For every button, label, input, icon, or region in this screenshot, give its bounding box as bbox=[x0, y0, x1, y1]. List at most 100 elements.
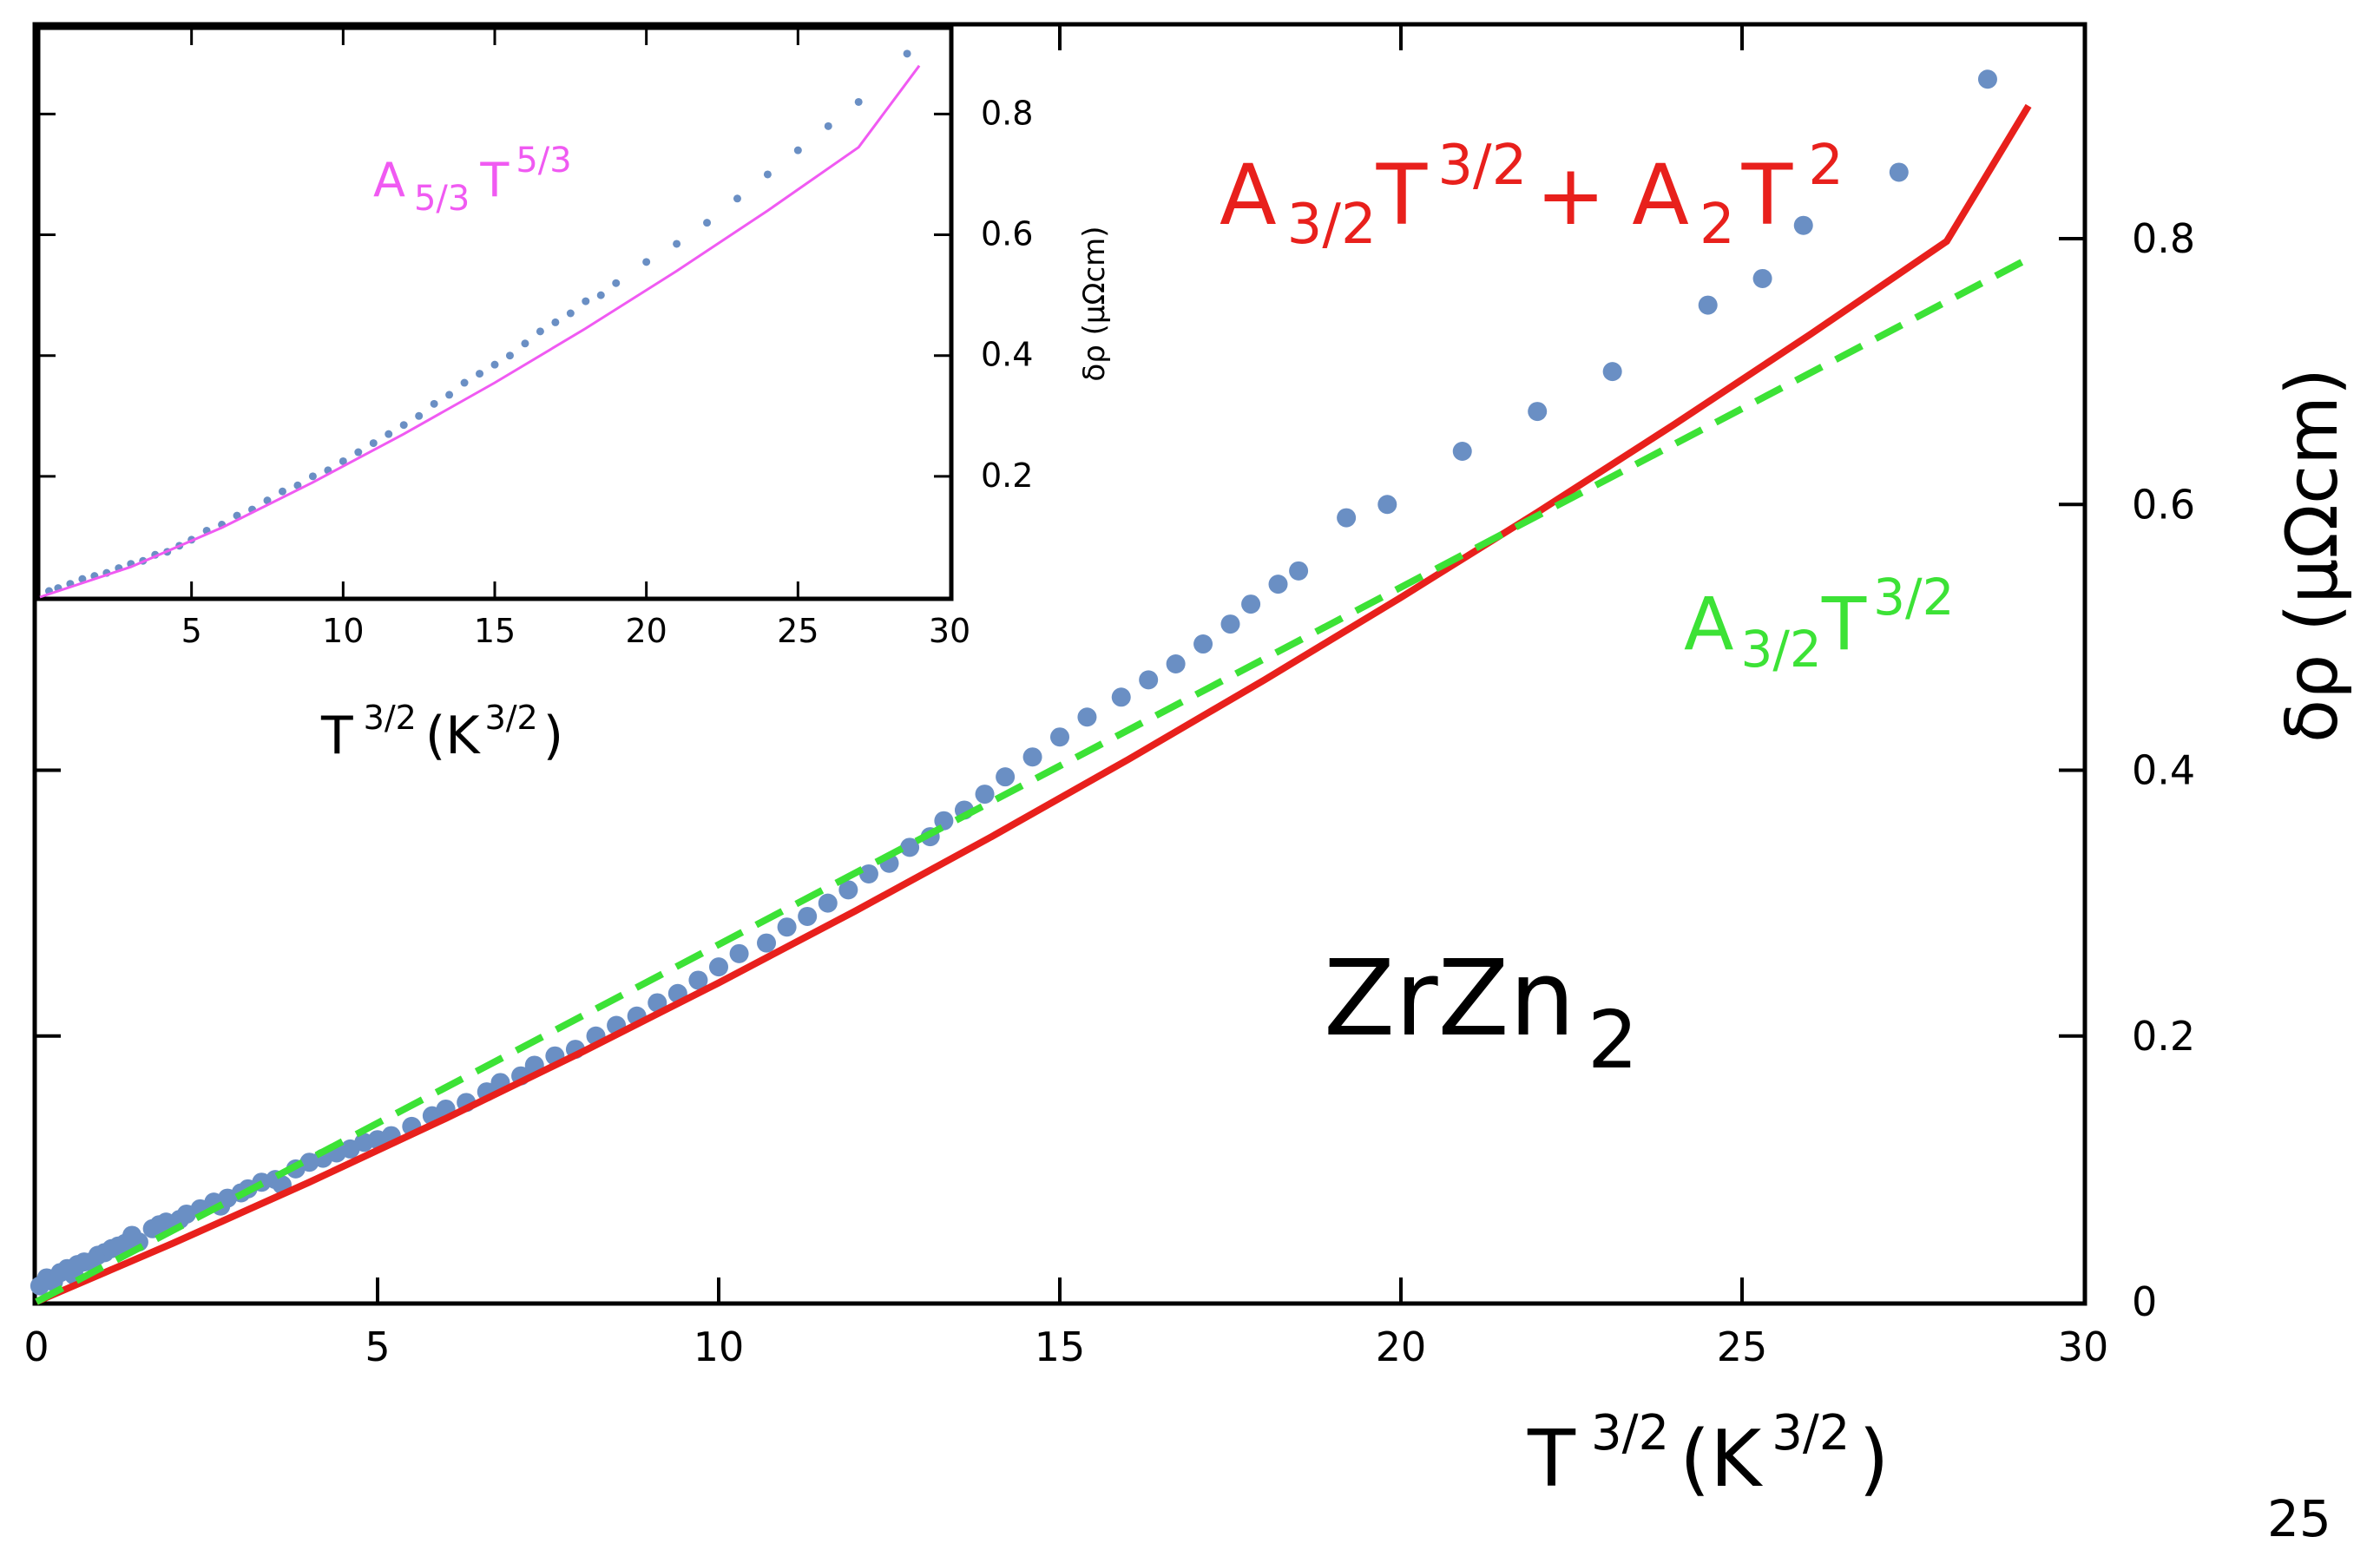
main-x-axis-label-base: T bbox=[1527, 1414, 1576, 1505]
y-tick-label: 0 bbox=[2132, 1278, 2157, 1325]
data-point bbox=[566, 309, 575, 318]
inset-x-axis-label-close: ) bbox=[543, 706, 563, 766]
data-point bbox=[1289, 561, 1309, 581]
data-point bbox=[1050, 727, 1069, 747]
data-point bbox=[1193, 634, 1213, 654]
legend-inset-fit-part-4: 5/3 bbox=[516, 141, 571, 181]
data-point bbox=[278, 487, 286, 496]
x-tick-label: 15 bbox=[1035, 1323, 1086, 1370]
inset-plot-frame bbox=[36, 25, 954, 601]
data-point bbox=[460, 378, 469, 387]
x-tick-label: 10 bbox=[322, 612, 364, 650]
data-point bbox=[1698, 295, 1718, 315]
legend-inset-fit-part-3: T bbox=[479, 153, 510, 207]
data-point bbox=[798, 906, 818, 926]
data-point bbox=[1337, 508, 1357, 528]
x-tick-label: 15 bbox=[474, 612, 516, 650]
data-point bbox=[490, 360, 499, 369]
legend-fit-full-part-7: T bbox=[1741, 147, 1793, 244]
data-point bbox=[293, 481, 302, 489]
y-tick-label: 0.8 bbox=[981, 94, 1033, 132]
main-x-axis-label-sup: 3/2 bbox=[1591, 1405, 1669, 1461]
y-tick-label: 0.8 bbox=[2132, 215, 2195, 262]
data-point bbox=[688, 970, 708, 990]
legend-fit-linear-part-2: 3/2 bbox=[1740, 620, 1821, 679]
data-point bbox=[854, 97, 863, 106]
data-point bbox=[128, 1232, 148, 1252]
legend-fit-full-part-1: A bbox=[1220, 147, 1277, 244]
main-x-axis-label-unit-sup: 3/2 bbox=[1772, 1405, 1850, 1461]
data-point bbox=[430, 399, 438, 408]
legend-fit-linear: A 3/2T 3/2 bbox=[1684, 568, 1954, 679]
data-point bbox=[1752, 268, 1772, 288]
inset-x-axis-label-unit: (K bbox=[425, 706, 481, 766]
data-point bbox=[1377, 495, 1397, 515]
x-tick-label: 25 bbox=[1717, 1323, 1768, 1370]
data-point bbox=[777, 917, 797, 937]
data-point bbox=[308, 472, 317, 481]
data-point bbox=[703, 219, 712, 227]
inset-x-axis-label-base: T bbox=[320, 706, 353, 766]
legend-fit-linear-part-1: A bbox=[1684, 581, 1733, 667]
data-point bbox=[78, 575, 87, 583]
data-point bbox=[1452, 442, 1472, 461]
data-point bbox=[824, 122, 832, 130]
data-point bbox=[582, 297, 590, 305]
data-point bbox=[757, 933, 777, 953]
y-tick-label: 0.6 bbox=[981, 215, 1033, 253]
x-tick-label: 30 bbox=[2058, 1323, 2109, 1370]
data-point bbox=[1139, 670, 1159, 690]
sample-label-base: ZrZn bbox=[1324, 939, 1575, 1060]
legend-fit-full-part-4: 3/2 bbox=[1437, 134, 1527, 198]
inset-x-axis-label: T 3/2 (K 3/2) bbox=[320, 699, 563, 766]
legend-fit-full-part-5: + A bbox=[1535, 147, 1689, 244]
main-y-ticks: 0 0.2 0.4 0.6 0.8 bbox=[36, 215, 2195, 1325]
main-plot: 0 5 10 15 20 25 30 00.20.40.60.8 ZrZn 2 A 3/2T 3/… bbox=[23, 22, 2354, 1505]
legend-inset-fit: A 5/3 T 5/3 bbox=[373, 141, 572, 219]
inset-series bbox=[39, 49, 921, 599]
data-point bbox=[900, 837, 920, 857]
y-tick-label: 0.6 bbox=[2132, 481, 2195, 528]
legend-fit-full-part-8: 2 bbox=[1808, 134, 1844, 198]
data-point bbox=[1268, 575, 1288, 594]
data-point bbox=[838, 880, 858, 900]
data-point bbox=[1793, 215, 1813, 235]
y-tick-label: 0.2 bbox=[981, 456, 1033, 495]
data-point bbox=[729, 943, 749, 963]
data-point bbox=[445, 391, 454, 399]
data-point bbox=[818, 893, 838, 913]
sample-label-sub: 2 bbox=[1588, 994, 1639, 1087]
x-tick-label: 20 bbox=[1376, 1323, 1427, 1370]
fit-line-dashed bbox=[35, 255, 2030, 1305]
y-tick-label: 0.2 bbox=[2132, 1013, 2195, 1060]
y-tick-label: 0.4 bbox=[981, 336, 1033, 374]
sample-label: ZrZn 2 bbox=[1324, 939, 1638, 1087]
y-tick-label: 0.4 bbox=[2132, 747, 2195, 794]
main-plot-frame bbox=[32, 22, 2087, 1306]
data-point bbox=[733, 194, 741, 203]
data-point bbox=[385, 430, 393, 438]
main-series bbox=[30, 69, 2032, 1305]
data-point bbox=[1220, 614, 1240, 634]
data-point bbox=[1977, 69, 1997, 89]
data-point bbox=[233, 511, 241, 520]
data-point bbox=[975, 785, 995, 805]
main-x-ticks: 0 5 10 15 20 25 30 bbox=[23, 26, 2108, 1370]
x-tick-label: 25 bbox=[777, 612, 819, 650]
inset-x-ticks: 5 10 15 20 25 30 bbox=[181, 30, 970, 650]
main-y-axis-label: δρ (μΩcm) bbox=[2272, 368, 2354, 743]
data-point bbox=[354, 448, 363, 456]
main-x-axis-label: T 3/2 (K 3/2) bbox=[1527, 1405, 1890, 1505]
x-tick-label: 5 bbox=[181, 612, 202, 650]
fit-line bbox=[39, 64, 921, 599]
data-point bbox=[1166, 654, 1186, 673]
inset-x-axis-label-sup: 3/2 bbox=[364, 699, 417, 737]
legend-fit-full-part-2: 3/2 bbox=[1287, 193, 1377, 257]
x-tick-label: 30 bbox=[929, 612, 970, 650]
data-point bbox=[596, 291, 605, 299]
data-point bbox=[642, 258, 651, 266]
legend-inset-fit-part-1: A bbox=[373, 153, 405, 207]
legend-fit-linear-part-4: 3/2 bbox=[1873, 568, 1954, 627]
legend-fit-full-part-3: T bbox=[1376, 147, 1428, 244]
x-tick-label: 0 bbox=[23, 1323, 49, 1370]
